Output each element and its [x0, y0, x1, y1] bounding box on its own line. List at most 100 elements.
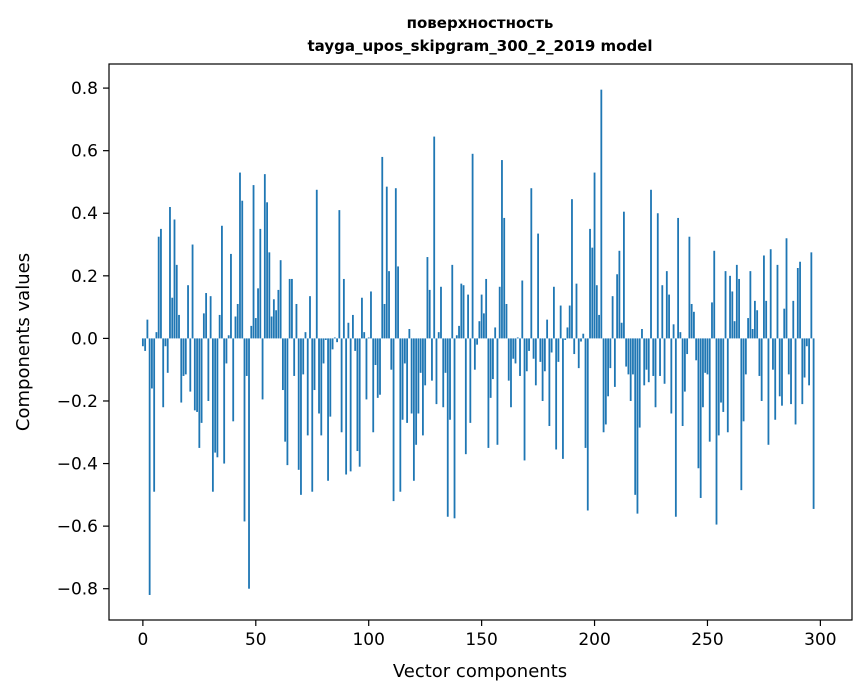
bar-46 — [245, 338, 248, 376]
bar-225 — [650, 189, 652, 339]
bar-56 — [268, 252, 271, 339]
bar-162 — [507, 338, 510, 381]
bar-70 — [300, 338, 302, 495]
bar-253 — [713, 250, 716, 339]
bar-20 — [187, 285, 189, 339]
bar-130 — [435, 338, 438, 405]
bar-245 — [695, 338, 698, 361]
bar-180 — [548, 338, 551, 427]
bar-94 — [354, 338, 357, 351]
bar-33 — [216, 338, 219, 458]
bar-247 — [699, 338, 702, 498]
bar-63 — [284, 338, 287, 442]
bar-73 — [306, 338, 309, 436]
bar-99 — [365, 338, 368, 400]
bar-215 — [627, 338, 630, 375]
bars — [141, 89, 815, 595]
bar-258 — [724, 271, 727, 339]
bar-208 — [611, 296, 614, 339]
bar-117 — [406, 338, 409, 423]
bar-187 — [564, 338, 567, 340]
bar-198 — [589, 228, 591, 339]
bar-137 — [451, 264, 454, 339]
bar-224 — [647, 338, 650, 383]
bar-19 — [184, 338, 187, 375]
bar-100 — [367, 337, 370, 339]
bar-296 — [810, 252, 813, 339]
bar-197 — [586, 338, 589, 511]
bar-59 — [275, 310, 278, 339]
bar-280 — [774, 338, 777, 420]
bar-249 — [704, 338, 707, 373]
bar-65 — [288, 278, 291, 339]
bar-163 — [510, 338, 512, 408]
bar-2 — [146, 319, 149, 339]
bar-172 — [530, 188, 533, 339]
bar-48 — [250, 325, 253, 339]
bar-95 — [356, 338, 359, 452]
bar-241 — [686, 338, 689, 355]
bar-176 — [539, 338, 542, 362]
bar-169 — [523, 338, 526, 461]
bar-68 — [295, 303, 298, 339]
bar-64 — [286, 338, 289, 466]
bar-268 — [747, 318, 750, 339]
bar-47 — [248, 338, 250, 589]
bar-125 — [424, 338, 427, 386]
bar-234 — [670, 338, 673, 414]
bar-284 — [783, 308, 786, 339]
bar-219 — [636, 338, 639, 514]
bar-147 — [473, 338, 476, 370]
bar-216 — [629, 338, 632, 401]
bar-109 — [388, 271, 390, 339]
bar-38 — [227, 335, 230, 339]
bar-123 — [419, 338, 422, 373]
bar-90 — [345, 338, 348, 475]
bar-17 — [180, 338, 183, 403]
bar-214 — [625, 338, 628, 367]
bar-67 — [293, 338, 296, 376]
bar-82 — [327, 338, 329, 481]
bar-232 — [665, 271, 668, 339]
bar-31 — [211, 338, 214, 492]
bar-226 — [652, 338, 655, 376]
bar-113 — [397, 266, 399, 339]
bar-209 — [613, 338, 616, 387]
bar-297 — [812, 338, 815, 509]
bar-78 — [318, 338, 320, 414]
bar-66 — [291, 278, 293, 339]
bar-26 — [200, 338, 203, 423]
bar-221 — [641, 329, 643, 339]
bar-42 — [236, 303, 239, 339]
chart-title-line-1: поверхностность — [407, 14, 554, 32]
bar-270 — [751, 329, 754, 339]
bar-250 — [706, 338, 709, 375]
bar-166 — [516, 337, 519, 339]
bar-293 — [803, 338, 806, 378]
bar-29 — [207, 338, 210, 401]
bar-7 — [157, 236, 160, 339]
y-tick-label: −0.8 — [57, 580, 98, 600]
bar-62 — [281, 338, 284, 391]
y-tick-label: 0.8 — [71, 79, 98, 99]
bar-289 — [794, 338, 797, 425]
bar-57 — [270, 316, 273, 339]
bar-240 — [683, 338, 686, 392]
bar-85 — [333, 337, 336, 339]
bar-183 — [555, 338, 558, 450]
bar-111 — [392, 338, 395, 502]
bar-254 — [715, 338, 718, 525]
bar-80 — [322, 338, 325, 364]
bar-16 — [178, 314, 180, 339]
x-tick-label: 0 — [137, 630, 148, 650]
bar-229 — [659, 338, 661, 376]
bar-171 — [528, 338, 530, 351]
bar-287 — [790, 338, 792, 405]
bar-8 — [160, 228, 162, 339]
bar-43 — [239, 172, 241, 339]
bar-44 — [241, 200, 244, 339]
bar-23 — [193, 338, 196, 411]
chart-title-line-2: tayga_upos_skipgram_300_2_2019 model — [308, 37, 653, 55]
bar-74 — [309, 296, 311, 339]
bar-126 — [426, 257, 429, 339]
